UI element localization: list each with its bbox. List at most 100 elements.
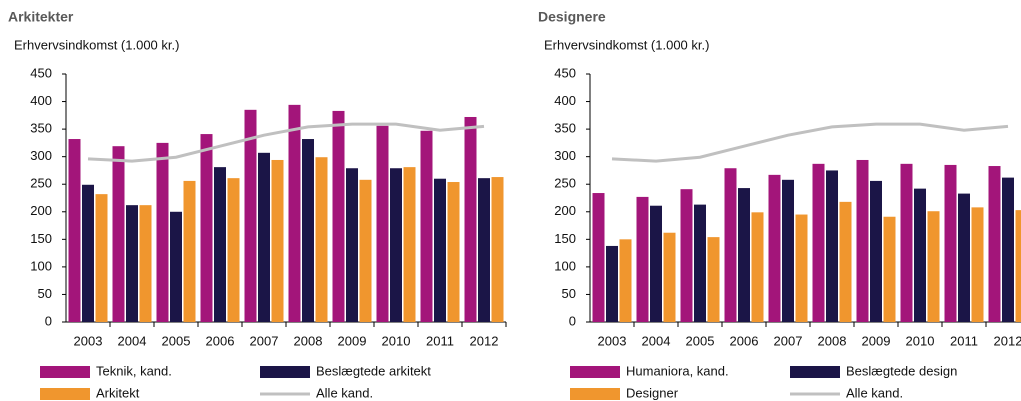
bar <box>227 178 240 322</box>
x-tick-label: 2006 <box>730 333 759 348</box>
bar <box>971 207 984 322</box>
bar <box>592 193 605 322</box>
y-tick-label: 300 <box>554 148 576 163</box>
bar <box>183 180 196 322</box>
bar <box>782 179 794 322</box>
bar <box>491 177 504 322</box>
bar <box>812 163 825 322</box>
bar <box>271 159 284 322</box>
y-tick-label: 350 <box>30 121 52 136</box>
bar <box>68 139 81 322</box>
x-tick-label: 2010 <box>906 333 935 348</box>
x-tick-label: 2012 <box>994 333 1021 348</box>
y-tick-label: 400 <box>554 93 576 108</box>
bar <box>156 142 169 322</box>
y-tick-label: 150 <box>30 231 52 246</box>
bar <box>434 178 446 322</box>
chart-title: Arkitekter <box>8 9 74 25</box>
y-tick-label: 50 <box>38 286 52 301</box>
bar <box>170 211 182 322</box>
chart-panel: Designere Erhvervsindkomst (1.000 kr.) 0 50… <box>538 9 1021 400</box>
line-series <box>611 122 1009 163</box>
y-tick-label: 450 <box>30 65 52 80</box>
y-tick-label: 400 <box>30 93 52 108</box>
legend-swatch <box>260 366 310 378</box>
x-tick-label: 2004 <box>642 333 671 348</box>
x-tick-label: 2009 <box>338 333 367 348</box>
bar <box>95 194 108 322</box>
x-tick-label: 2010 <box>382 333 411 348</box>
legend-swatch <box>570 366 620 378</box>
bar <box>376 125 389 322</box>
bar <box>870 180 882 322</box>
x-tick-label: 2007 <box>250 333 279 348</box>
bar <box>856 159 869 322</box>
bar <box>420 130 433 322</box>
bar <box>768 174 781 322</box>
bar <box>663 232 676 322</box>
bar <box>82 184 94 322</box>
y-tick-label: 150 <box>554 231 576 246</box>
y-tick-label: 0 <box>569 313 576 328</box>
bar <box>332 110 345 323</box>
y-tick-label: 100 <box>30 258 52 273</box>
legend-label: Beslægtede design <box>846 363 957 378</box>
x-tick-label: 2007 <box>774 333 803 348</box>
x-tick-label: 2004 <box>118 333 147 348</box>
bar <box>359 179 372 322</box>
legend-label: Beslægtede arkitekt <box>316 363 431 378</box>
bar <box>214 167 226 322</box>
bar <box>636 196 649 322</box>
bar <box>346 168 358 322</box>
bar <box>724 168 737 322</box>
bar <box>751 212 764 322</box>
legend-label: Alle kand. <box>316 385 373 400</box>
legend-swatch <box>40 366 90 378</box>
bar <box>738 188 750 322</box>
bar <box>958 193 970 322</box>
x-tick-label: 2003 <box>598 333 627 348</box>
legend-swatch <box>790 366 840 378</box>
axis-subtitle: Erhvervsindkomst (1.000 kr.) <box>544 37 709 52</box>
legend-label: Designer <box>626 385 679 400</box>
y-tick-label: 50 <box>562 286 576 301</box>
bar <box>478 178 490 322</box>
y-tick-label: 200 <box>554 203 576 218</box>
bar <box>315 157 328 322</box>
x-tick-label: 2006 <box>206 333 235 348</box>
x-tick-label: 2012 <box>470 333 499 348</box>
y-tick-label: 350 <box>554 121 576 136</box>
bar <box>447 182 460 322</box>
bar <box>694 204 706 322</box>
y-tick-label: 450 <box>554 65 576 80</box>
bar <box>927 211 940 322</box>
x-tick-label: 2005 <box>686 333 715 348</box>
x-tick-label: 2011 <box>950 333 978 348</box>
legend-swatch <box>570 388 620 400</box>
x-tick-label: 2005 <box>162 333 191 348</box>
bar <box>244 109 257 322</box>
bar <box>839 201 852 322</box>
y-tick-label: 200 <box>30 203 52 218</box>
x-tick-label: 2011 <box>426 333 454 348</box>
bar <box>944 164 957 322</box>
axis-subtitle: Erhvervsindkomst (1.000 kr.) <box>14 37 179 52</box>
bar <box>914 188 926 322</box>
legend-label: Arkitekt <box>96 385 140 400</box>
bar <box>302 139 314 322</box>
y-tick-label: 300 <box>30 148 52 163</box>
bar <box>795 214 808 322</box>
bar <box>200 134 213 322</box>
bar <box>900 163 913 322</box>
bar <box>619 239 632 322</box>
x-tick-label: 2008 <box>294 333 323 348</box>
chart-panel: Arkitekter Erhvervsindkomst (1.000 kr.) 0 5… <box>8 9 507 400</box>
line-series <box>87 122 485 163</box>
y-tick-label: 100 <box>554 258 576 273</box>
bar <box>126 205 138 322</box>
legend-label: Teknik, kand. <box>96 363 172 378</box>
legend-swatch <box>40 388 90 400</box>
chart-title: Designere <box>538 9 606 25</box>
x-tick-label: 2009 <box>862 333 891 348</box>
